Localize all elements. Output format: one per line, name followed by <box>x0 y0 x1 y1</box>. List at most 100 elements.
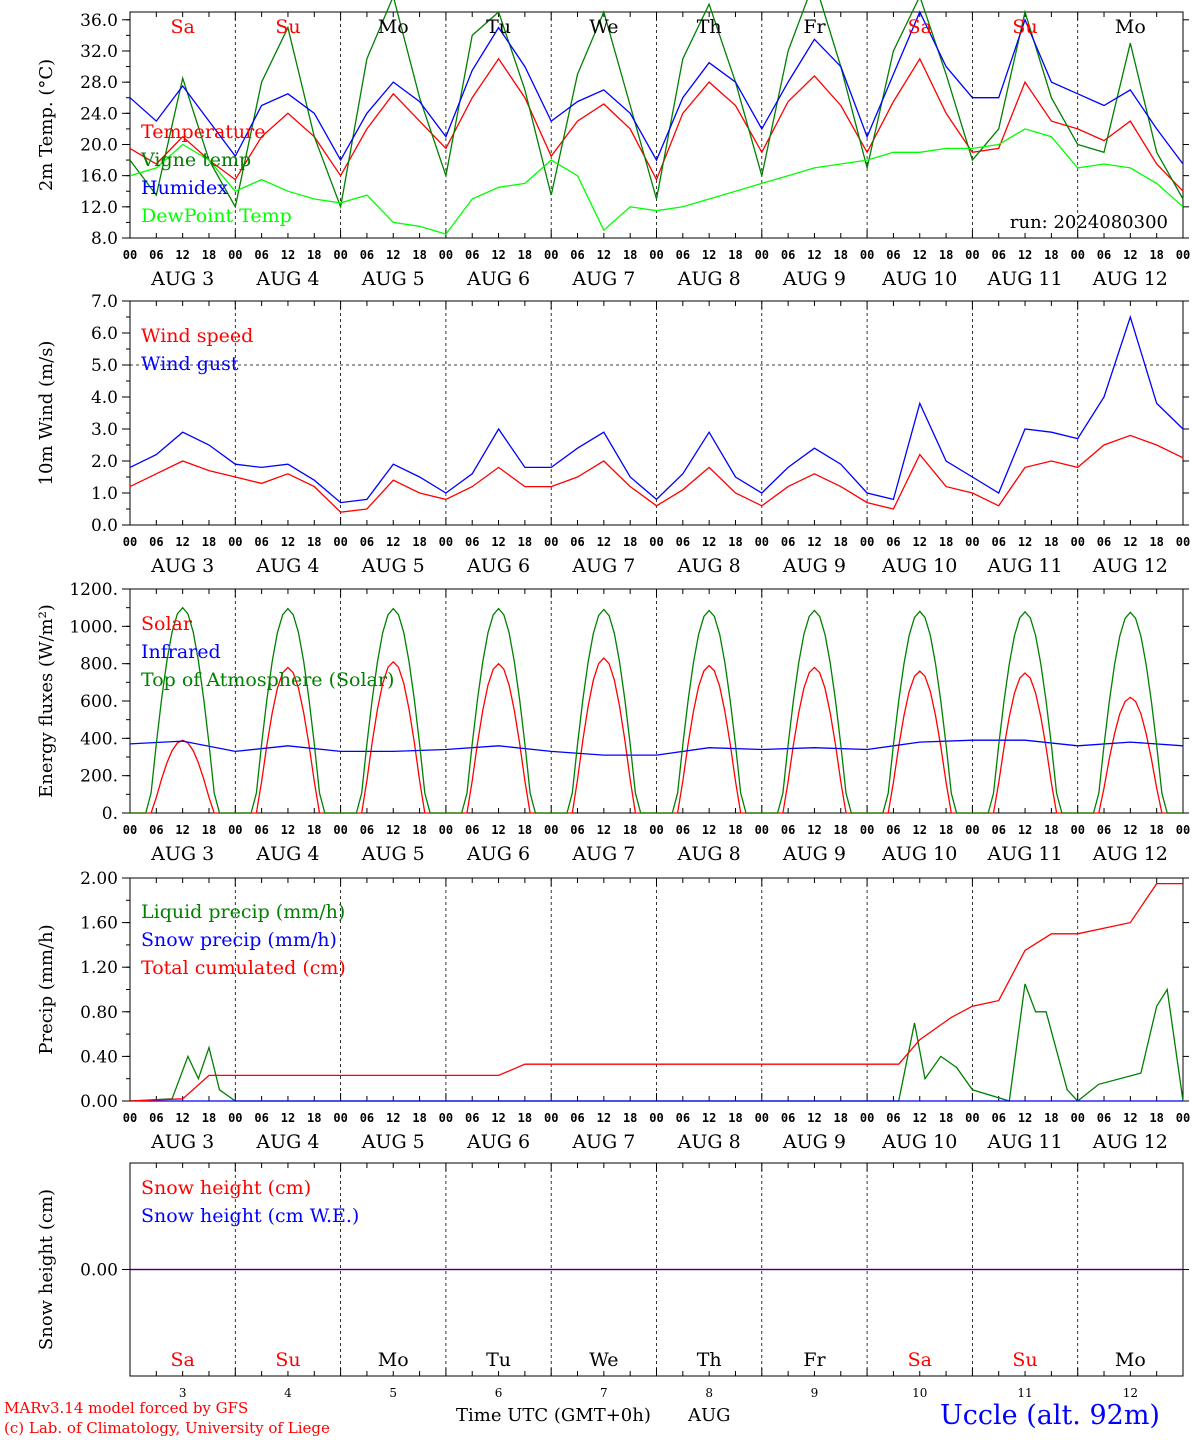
date-label: AUG 4 <box>255 268 319 290</box>
hour-tick-label: 06 <box>676 1111 690 1125</box>
y-tick-label: 6.0 <box>91 324 118 344</box>
date-label: AUG 5 <box>361 843 425 865</box>
hour-tick-label: 00 <box>439 823 453 837</box>
hour-tick-label: 12 <box>175 1111 189 1125</box>
hour-tick-label: 06 <box>465 248 479 262</box>
panel-frame <box>129 588 1184 814</box>
hour-tick-label: 18 <box>1044 1111 1058 1125</box>
hour-tick-label: 00 <box>1070 823 1084 837</box>
hour-tick-label: 12 <box>491 1111 505 1125</box>
y-tick-label: 200. <box>80 767 118 787</box>
date-label: AUG 5 <box>361 555 425 577</box>
legend-entry: Temperature <box>141 121 265 143</box>
day-number-label: 3 <box>179 1386 187 1400</box>
hour-tick-label: 18 <box>412 823 426 837</box>
hour-tick-label: 06 <box>254 823 268 837</box>
hour-tick-label: 12 <box>702 248 716 262</box>
date-label: AUG 7 <box>571 1131 635 1153</box>
legend-entry: Snow height (cm) <box>141 1177 311 1199</box>
weekday-label: Su <box>1012 16 1037 38</box>
hour-tick-label: 18 <box>202 1111 216 1125</box>
hour-tick-label: 12 <box>386 823 400 837</box>
hour-tick-label: 06 <box>676 535 690 549</box>
hour-tick-label: 18 <box>623 535 637 549</box>
y-tick-label: 2.0 <box>91 452 118 472</box>
date-label: AUG 3 <box>150 843 214 865</box>
hour-tick-label: 00 <box>755 823 769 837</box>
y-tick-label: 4.0 <box>91 388 118 408</box>
panel-2: 0.0 1.0 2.0 3.0 4.0 5.0 6.0 7.0 10m Wind (m/s) Wi… <box>36 292 1190 577</box>
y-tick-label: 5.0 <box>91 356 118 376</box>
y-axis-label: Energy fluxes (W/m²) <box>36 604 57 798</box>
hour-tick-label: 00 <box>1176 823 1190 837</box>
hour-tick-label: 12 <box>1018 535 1032 549</box>
hour-tick-label: 12 <box>597 823 611 837</box>
y-tick-label: 0.40 <box>80 1047 118 1067</box>
hour-tick-label: 00 <box>333 248 347 262</box>
date-label: AUG 9 <box>782 268 846 290</box>
hour-tick-label: 18 <box>623 823 637 837</box>
hour-tick-label: 00 <box>965 1111 979 1125</box>
hour-tick-label: 12 <box>913 248 927 262</box>
hour-tick-label: 18 <box>1149 1111 1163 1125</box>
weekday-label: Th <box>697 1349 722 1371</box>
date-label: AUG 6 <box>466 555 530 577</box>
hour-tick-label: 00 <box>439 1111 453 1125</box>
hour-tick-label: 00 <box>965 823 979 837</box>
hour-tick-label: 18 <box>307 248 321 262</box>
hour-tick-label: 00 <box>649 535 663 549</box>
panel-3: 0. 200. 400. 600. 800. 1000. 1200. Energy fluxe… <box>36 580 1190 865</box>
hour-tick-label: 00 <box>228 535 242 549</box>
y-tick-label: 3.0 <box>91 420 118 440</box>
day-number-label: 8 <box>705 1386 713 1400</box>
hour-tick-label: 06 <box>781 248 795 262</box>
date-label: AUG 12 <box>1092 1131 1168 1153</box>
hour-tick-label: 18 <box>1149 535 1163 549</box>
date-label: AUG 6 <box>466 1131 530 1153</box>
hour-tick-label: 00 <box>228 823 242 837</box>
hour-tick-label: 00 <box>755 248 769 262</box>
hour-tick-label: 12 <box>491 823 505 837</box>
weekday-label: Tu <box>486 1349 511 1371</box>
y-tick-label: 32.0 <box>80 42 118 62</box>
date-label: AUG 6 <box>466 268 530 290</box>
hour-tick-label: 06 <box>676 823 690 837</box>
hour-tick-label: 12 <box>386 248 400 262</box>
hour-tick-label: 06 <box>781 1111 795 1125</box>
hour-tick-label: 18 <box>412 1111 426 1125</box>
date-label: AUG 11 <box>986 843 1062 865</box>
weekday-label: Sa <box>170 16 194 38</box>
hour-tick-label: 12 <box>1123 823 1137 837</box>
hour-tick-label: 18 <box>939 1111 953 1125</box>
series-line <box>129 314 1184 504</box>
hour-tick-label: 12 <box>807 535 821 549</box>
date-label: AUG 10 <box>881 1131 957 1153</box>
hour-tick-label: 12 <box>281 248 295 262</box>
hour-tick-label: 12 <box>386 535 400 549</box>
hour-tick-label: 00 <box>544 535 558 549</box>
date-label: AUG 12 <box>1092 555 1168 577</box>
hour-tick-label: 18 <box>202 823 216 837</box>
legend-entry: Wind gust <box>141 353 239 375</box>
weekday-label: Sa <box>908 16 932 38</box>
hour-tick-label: 06 <box>149 535 163 549</box>
hour-tick-label: 06 <box>254 248 268 262</box>
hour-tick-label: 06 <box>570 1111 584 1125</box>
date-label: AUG 12 <box>1092 268 1168 290</box>
y-tick-label: 600. <box>80 692 118 712</box>
weekday-label: Mo <box>1115 1349 1146 1371</box>
hour-tick-label: 06 <box>886 535 900 549</box>
y-axis-label: Precip (mm/h) <box>36 924 57 1054</box>
hour-tick-label: 12 <box>281 535 295 549</box>
series-line <box>129 10 1184 165</box>
hour-tick-label: 06 <box>1097 823 1111 837</box>
hour-tick-label: 12 <box>491 248 505 262</box>
hour-tick-label: 12 <box>1123 1111 1137 1125</box>
hour-tick-label: 18 <box>834 823 848 837</box>
y-tick-label: 1000. <box>69 617 118 637</box>
date-label: AUG 7 <box>571 555 635 577</box>
hour-tick-label: 00 <box>1070 1111 1084 1125</box>
weekday-label: Mo <box>378 1349 409 1371</box>
credit-line-1: MARv3.14 model forced by GFS <box>4 1399 249 1417</box>
